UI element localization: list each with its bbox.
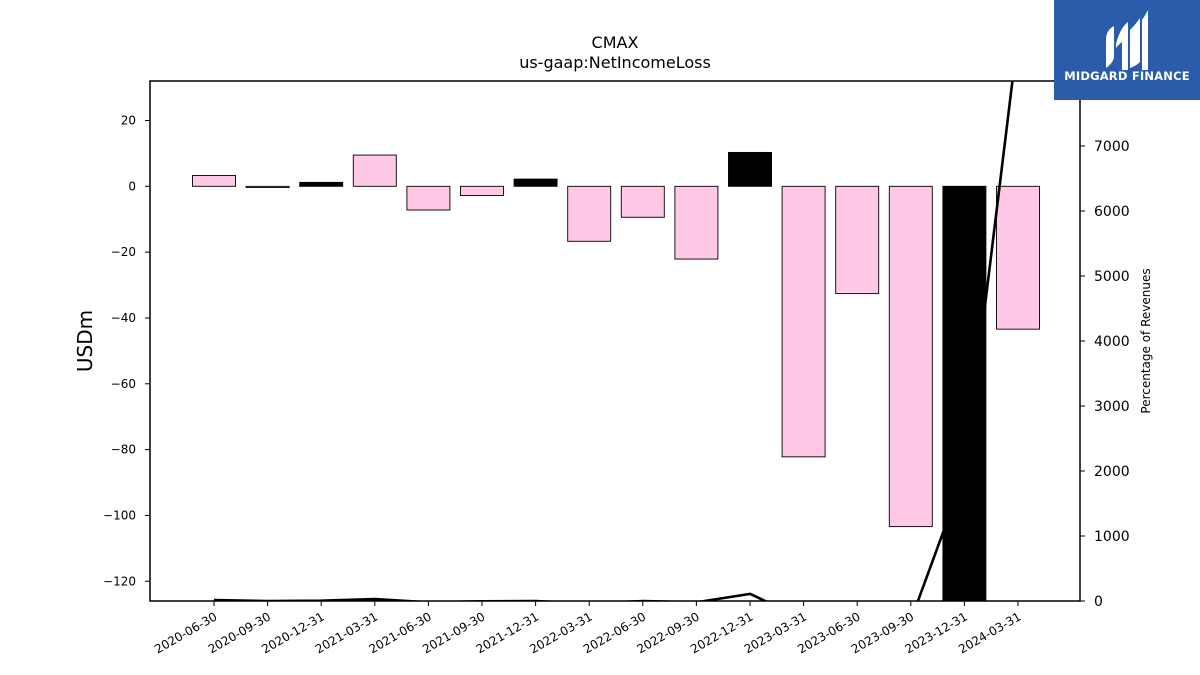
y2-axis-label: Percentage of Revenues	[1139, 268, 1153, 413]
line-layer	[213, 81, 1014, 601]
y-tick-label: −40	[111, 311, 136, 325]
bar-2022-06-30	[620, 185, 665, 218]
bar-2020-12-31	[299, 181, 344, 187]
y-tick-label: 0	[128, 179, 136, 193]
percentage-of-revenues-line	[213, 81, 1014, 601]
y2-tick-label: 7000	[1094, 139, 1130, 155]
y-tick-label: −60	[111, 377, 136, 391]
y2-tick-label: 4000	[1094, 334, 1130, 350]
bar-series	[192, 151, 1040, 602]
bar-2021-03-31	[352, 154, 397, 187]
bar-2022-03-31	[567, 185, 612, 242]
bar-2023-12-31	[942, 185, 987, 602]
y-tick-label: −20	[111, 245, 136, 259]
y2-tick-label: 5000	[1094, 269, 1130, 285]
bar-2021-09-30	[460, 185, 504, 196]
logo-mark-icon	[1106, 10, 1148, 70]
bar-2022-12-31	[728, 151, 772, 187]
y2-tick-label: 2000	[1094, 464, 1130, 480]
bar-2023-03-31	[781, 185, 826, 458]
y2-tick-label: 0	[1094, 594, 1103, 610]
y2-tick-label: 3000	[1094, 399, 1130, 415]
chart-title: CMAX	[592, 33, 639, 52]
bar-2020-09-30	[245, 185, 290, 188]
y-axis-label: USDm	[73, 310, 97, 372]
y2-tick-label: 6000	[1094, 204, 1130, 220]
bar-2022-09-30	[674, 185, 719, 260]
bar-2023-09-30	[888, 185, 933, 528]
plot-frame	[149, 80, 1081, 602]
bar-2023-06-30	[835, 185, 880, 295]
y-tick-label: 20	[121, 113, 136, 127]
bar-2024-03-31	[996, 185, 1040, 330]
y-tick-label: −80	[111, 443, 136, 457]
chart-subtitle: us-gaap:NetIncomeLoss	[519, 53, 711, 72]
bar-2020-06-30	[192, 175, 236, 187]
y2-tick-label: 1000	[1094, 529, 1130, 545]
bar-2021-06-30	[406, 185, 451, 211]
y-tick-label: −120	[103, 574, 136, 588]
bar-2021-12-31	[513, 178, 558, 187]
midgard-finance-logo: MIDGARD FINANCE	[1054, 0, 1200, 100]
y-tick-label: −100	[103, 508, 136, 522]
logo-text: MIDGARD FINANCE	[1064, 69, 1190, 83]
